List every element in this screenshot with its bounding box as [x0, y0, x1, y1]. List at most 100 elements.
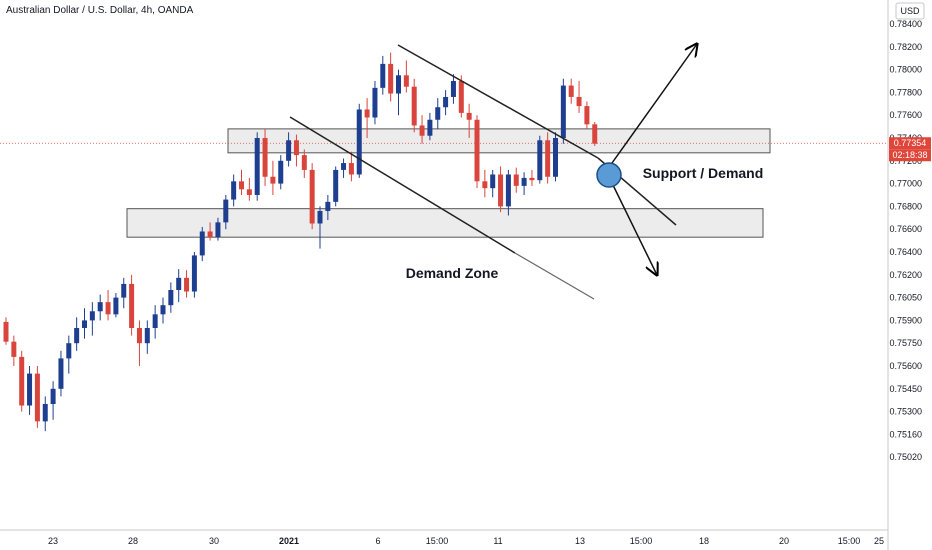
- candle: [521, 172, 527, 195]
- candle-body: [372, 87, 378, 118]
- price-tick-label: 0.78200: [889, 42, 922, 52]
- time-tick-label: 15:00: [426, 536, 449, 546]
- candle: [325, 195, 331, 221]
- time-tick-label: 15:00: [838, 536, 861, 546]
- candle: [3, 317, 9, 345]
- candle-body: [529, 177, 535, 181]
- price-axis-ticks: 0.784000.782000.780000.778000.776000.774…: [889, 19, 922, 462]
- candle-body: [450, 81, 456, 97]
- candle-body: [191, 255, 197, 292]
- candle-body: [121, 283, 127, 298]
- candle: [427, 112, 433, 141]
- candle: [293, 134, 299, 167]
- candle-body: [348, 163, 354, 175]
- candle-body: [560, 85, 566, 138]
- candle-body: [576, 96, 582, 107]
- candle: [270, 160, 276, 195]
- candle: [223, 195, 229, 230]
- candle-body: [403, 75, 409, 87]
- candle-body: [568, 85, 574, 97]
- candle: [537, 135, 543, 184]
- price-tick-label: 0.75020: [889, 452, 922, 462]
- candle: [513, 167, 519, 193]
- candle-body: [152, 314, 158, 328]
- time-axis-ticks: 23 28 30 2021 6 15:00 11 13 15:00 18 20 15:00 25: [48, 536, 884, 546]
- candle: [199, 226, 205, 262]
- demand-zone-label: Demand Zone: [406, 265, 499, 281]
- candle: [450, 74, 456, 104]
- candle-body: [364, 109, 370, 118]
- candle: [113, 293, 119, 318]
- candle: [160, 297, 166, 324]
- price-tick-label: 0.76200: [889, 270, 922, 280]
- candle: [27, 366, 33, 415]
- candle-body: [270, 176, 276, 184]
- candle-body: [136, 328, 142, 344]
- candle-body: [498, 174, 504, 207]
- demand-zone: [126, 208, 764, 238]
- candle: [388, 52, 394, 102]
- candle: [239, 169, 244, 195]
- candle: [246, 177, 252, 201]
- candle-body: [50, 388, 56, 404]
- candle: [584, 101, 590, 129]
- currency-tag[interactable]: [895, 2, 925, 20]
- time-tick-label: 23: [48, 536, 58, 546]
- candle: [466, 103, 472, 138]
- candle: [411, 78, 417, 133]
- candle-body: [427, 119, 433, 136]
- candle-body: [27, 373, 33, 406]
- candle-body: [74, 328, 80, 344]
- candle-body: [584, 106, 590, 125]
- candle: [152, 305, 158, 339]
- candle: [11, 335, 17, 366]
- candle-body: [419, 125, 425, 136]
- bar-countdown-badge: [889, 149, 931, 162]
- candle-body: [262, 138, 268, 177]
- candle-body: [97, 302, 103, 312]
- candle-body: [176, 277, 182, 290]
- breakout-point-circle: [596, 162, 622, 188]
- candle: [278, 155, 284, 190]
- candle-body: [317, 210, 323, 224]
- candle: [262, 128, 268, 186]
- candle-body: [521, 177, 527, 186]
- price-tick-label: 0.78000: [889, 65, 922, 75]
- candle: [435, 98, 441, 129]
- candle: [191, 252, 197, 298]
- candle-body: [380, 63, 386, 88]
- candle: [121, 277, 127, 309]
- candle-body: [553, 138, 558, 177]
- candle-body: [411, 86, 417, 126]
- candle: [576, 81, 582, 113]
- candle-body: [513, 174, 519, 186]
- time-tick-label: 18: [699, 536, 709, 546]
- candle-body: [537, 140, 543, 181]
- candle: [168, 282, 174, 313]
- price-tick-label: 0.75600: [889, 361, 922, 371]
- candle: [348, 151, 354, 182]
- candle-body: [396, 75, 401, 94]
- lower-channel-line: [289, 116, 516, 254]
- time-tick-label: 11: [493, 536, 502, 546]
- candle-body: [325, 201, 331, 211]
- candle: [545, 132, 551, 184]
- candle-body: [42, 404, 48, 422]
- time-tick-label: 13: [575, 536, 585, 546]
- candle-body: [82, 320, 87, 328]
- candle-body: [458, 81, 464, 113]
- price-tick-label: 0.76800: [889, 201, 922, 211]
- candle: [458, 75, 464, 118]
- candle: [89, 302, 95, 336]
- candle-body: [474, 119, 480, 182]
- candle-body: [293, 140, 299, 156]
- candle-body: [199, 231, 205, 256]
- price-tick-label: 0.75900: [889, 315, 922, 325]
- candle-body: [215, 222, 221, 238]
- support-demand-label: Support / Demand: [643, 165, 764, 181]
- candle-body: [231, 181, 237, 200]
- candle: [333, 166, 339, 207]
- candle: [42, 396, 48, 432]
- candle: [301, 149, 307, 178]
